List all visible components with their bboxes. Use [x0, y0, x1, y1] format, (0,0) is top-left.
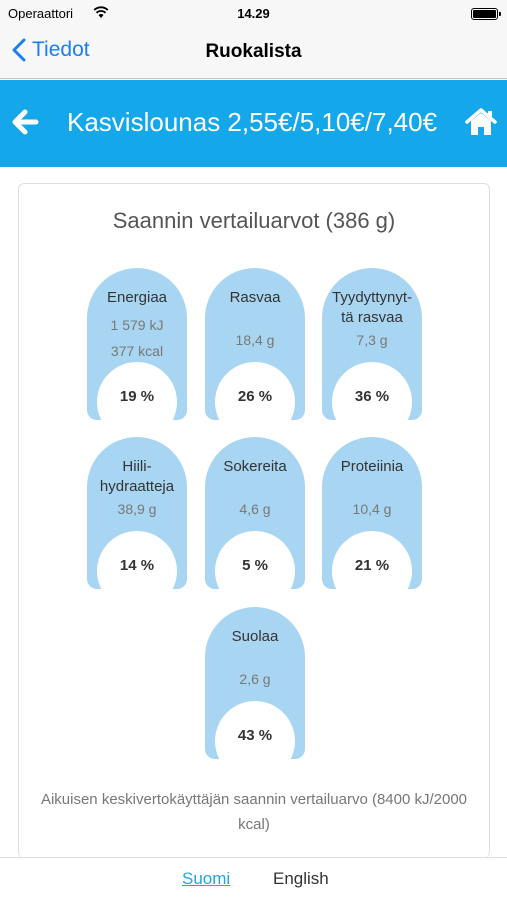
- menu-header: Kasvislounas 2,55€/5,10€/7,40€: [0, 80, 507, 167]
- chevron-left-icon: [12, 38, 26, 62]
- nutrient-percent: 14 %: [119, 557, 155, 574]
- nutrient-value: 377 kcal: [110, 343, 164, 359]
- status-bar: Operaattori 14.29: [0, 0, 507, 28]
- nutrient-value: 7,3 g: [356, 332, 388, 348]
- nutrient-value: 2,6 g: [239, 671, 271, 687]
- reference-footnote: Aikuisen keskivertokäyttäjän saannin ver…: [40, 791, 468, 833]
- status-time: 14.29: [237, 6, 270, 21]
- nutrition-card: Saannin vertailuarvot (386 g) Energiaa 1…: [18, 183, 490, 858]
- battery-icon: [471, 8, 501, 20]
- nutrient-value: 1 579 kJ: [110, 317, 164, 333]
- nutrient-value: 18,4 g: [235, 332, 275, 348]
- nutrient-label: Proteiinia: [340, 458, 404, 475]
- nutrient-label: Sokereita: [223, 458, 287, 475]
- percent-circle: [332, 531, 412, 589]
- back-button[interactable]: Tiedot: [12, 38, 90, 62]
- nutrient-tile-sugars: Sokereita 4,6 g 5 %: [205, 437, 305, 589]
- nutrient-value: 38,9 g: [117, 501, 157, 517]
- nutrient-percent: 5 %: [242, 557, 268, 574]
- nutrient-percent: 26 %: [237, 388, 273, 405]
- nutrient-label: Energiaa: [106, 289, 168, 306]
- wifi-icon: [93, 6, 109, 18]
- nutrient-label: Suolaa: [231, 628, 279, 645]
- nutrient-tile-carbohydrates: Hiili- hydraatteja 38,9 g 14 %: [87, 437, 187, 589]
- nutrient-percent: 36 %: [354, 388, 390, 405]
- nutrient-value: 10,4 g: [352, 501, 392, 517]
- percent-circle: [215, 362, 295, 420]
- navigation-bar: Tiedot Ruokalista: [0, 28, 507, 79]
- percent-circle: [215, 701, 295, 759]
- nutrient-tile-salt: Suolaa 2,6 g 43 %: [205, 607, 305, 759]
- card-title: Saannin vertailuarvot (386 g): [112, 208, 396, 233]
- percent-circle: [215, 531, 295, 589]
- nutrient-value: 4,6 g: [239, 501, 271, 517]
- percent-circle: [97, 531, 177, 589]
- percent-circle: [97, 362, 177, 420]
- arrow-left-icon[interactable]: [10, 107, 40, 137]
- nutrient-tile-saturated-fat: Tyydyttynyt- tä rasvaa 7,3 g 36 %: [322, 268, 422, 420]
- nutrient-percent: 43 %: [237, 727, 273, 744]
- meal-title: Kasvislounas 2,55€/5,10€/7,40€: [67, 107, 438, 137]
- carrier-name: Operaattori: [8, 6, 74, 21]
- back-button-label: Tiedot: [32, 38, 90, 61]
- nutrient-tile-protein: Proteiinia 10,4 g 21 %: [322, 437, 422, 589]
- percent-circle: [332, 362, 412, 420]
- nutrient-tile-fat: Rasvaa 18,4 g 26 %: [205, 268, 305, 420]
- nutrient-label: Rasvaa: [229, 289, 281, 306]
- nutrient-percent: 21 %: [354, 557, 390, 574]
- nutrient-label: Tyydyttynyt- tä rasvaa: [331, 289, 413, 326]
- nutrient-label: Hiili- hydraatteja: [99, 458, 175, 495]
- language-link-english[interactable]: English: [273, 869, 329, 888]
- nutrient-tile-energy: Energiaa 1 579 kJ 377 kcal 19 %: [87, 268, 187, 420]
- home-icon[interactable]: [465, 107, 497, 137]
- nutrient-percent: 19 %: [119, 388, 155, 405]
- language-bar: Suomi English: [0, 857, 507, 900]
- language-link-suomi[interactable]: Suomi: [182, 869, 231, 888]
